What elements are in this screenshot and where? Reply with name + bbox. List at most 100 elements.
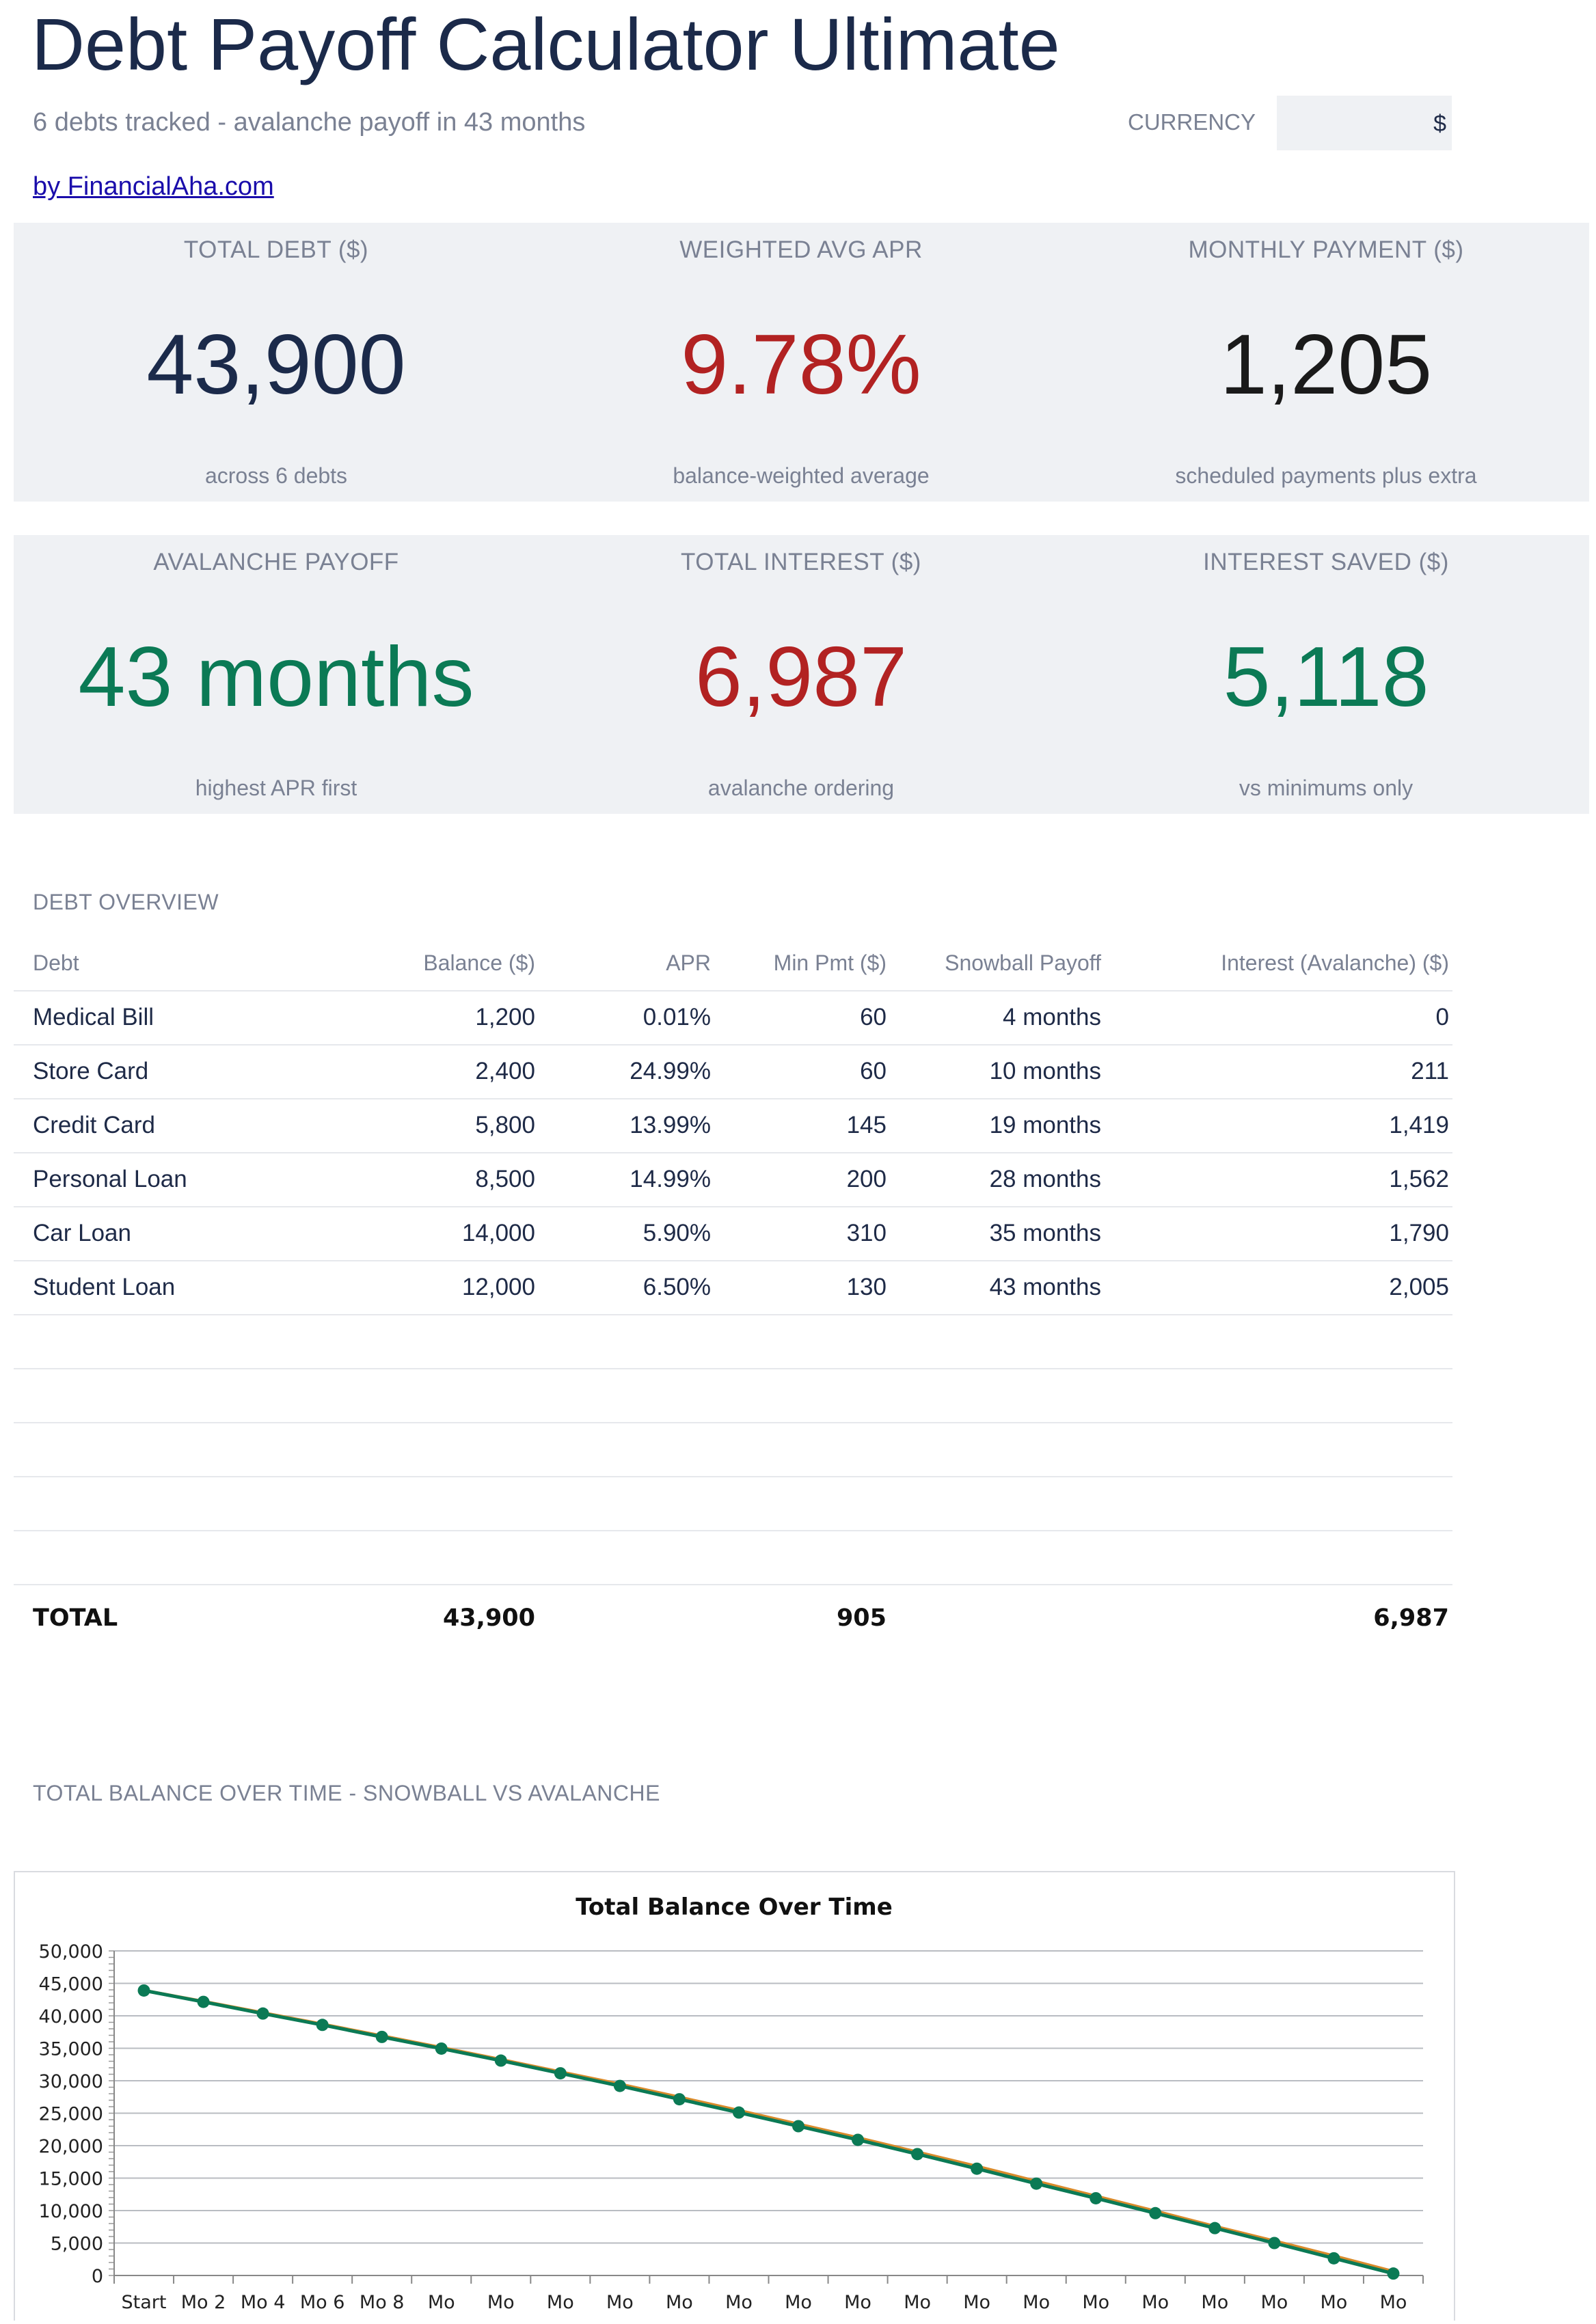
cell-min-pmt: 200 (846, 1166, 887, 1192)
data-point (1149, 2206, 1162, 2219)
column-header-snowball-payoff: Snowball Payoff (945, 951, 1101, 975)
page-subtitle: 6 debts tracked - avalanche payoff in 43… (33, 108, 586, 137)
kpi-caption: avalanche ordering (707, 776, 895, 800)
table-total-row: TOTAL 43,900 905 6,987 (14, 1584, 1452, 1652)
x-tick-label: Mo (844, 2292, 871, 2313)
empty-row (14, 1422, 1452, 1477)
chart-section-heading: TOTAL BALANCE OVER TIME - SNOWBALL VS AV… (33, 1781, 660, 1805)
x-tick-label: Mo (1141, 2292, 1169, 2313)
kpi-value: 1,205 (1219, 318, 1433, 412)
data-point (792, 2120, 805, 2133)
total-label: TOTAL (33, 1604, 118, 1632)
data-point (852, 2133, 865, 2146)
cell-debt: Student Loan (33, 1274, 176, 1300)
data-point (256, 2007, 269, 2020)
kpi-label: MONTHLY PAYMENT ($) (1188, 236, 1464, 263)
x-tick-label: Mo (1082, 2292, 1109, 2313)
data-point (197, 1995, 210, 2008)
x-tick-label: Mo (428, 2292, 455, 2313)
cell-snowball-payoff: 35 months (989, 1220, 1101, 1246)
table-row: Student Loan 12,000 6.50% 130 43 months … (14, 1260, 1452, 1315)
x-tick-label: Mo 2 (181, 2292, 226, 2313)
kpi-label: TOTAL DEBT ($) (183, 236, 369, 263)
cell-debt: Credit Card (33, 1112, 155, 1138)
x-tick-label: Mo (1260, 2292, 1288, 2313)
table-row: Personal Loan 8,500 14.99% 200 28 months… (14, 1152, 1452, 1207)
y-tick-label: 30,000 (39, 2071, 103, 2092)
kpi-total-debt: TOTAL DEBT ($) 43,900 across 6 debts (14, 223, 539, 502)
x-tick-label: Mo 4 (241, 2292, 286, 2313)
cell-apr: 6.50% (643, 1274, 711, 1300)
currency-input[interactable]: $ (1277, 96, 1452, 150)
y-tick-label: 0 (92, 2266, 103, 2287)
x-tick-label: Mo (963, 2292, 990, 2313)
series-line (144, 1988, 1394, 2273)
cell-apr: 24.99% (630, 1058, 711, 1084)
y-tick-label: 40,000 (39, 2006, 103, 2027)
cell-debt: Medical Bill (33, 1004, 154, 1030)
column-header-min-pmt: Min Pmt ($) (773, 951, 887, 975)
cell-interest: 1,419 (1389, 1112, 1449, 1138)
series-line (144, 1988, 1394, 2275)
table-row: Credit Card 5,800 13.99% 145 19 months 1… (14, 1098, 1452, 1153)
kpi-label: TOTAL INTEREST ($) (681, 549, 921, 575)
y-tick-label: 25,000 (39, 2104, 103, 2125)
x-tick-label: Mo (606, 2292, 634, 2313)
cell-snowball-payoff: 19 months (989, 1112, 1101, 1138)
table-header-row: Debt Balance ($) APR Min Pmt ($) Snowbal… (14, 936, 1452, 992)
cell-balance: 5,800 (475, 1112, 535, 1138)
cell-snowball-payoff: 28 months (989, 1166, 1101, 1192)
column-header-balance: Balance ($) (423, 951, 535, 975)
y-tick-label: 20,000 (39, 2136, 103, 2157)
column-header-interest: Interest (Avalanche) ($) (1221, 951, 1449, 975)
x-tick-label: Mo (666, 2292, 693, 2313)
balance-chart: Total Balance Over Time 0 5,000 10,000 15,0… (14, 1871, 1455, 2321)
cell-balance: 2,400 (475, 1058, 535, 1084)
cell-debt: Car Loan (33, 1220, 131, 1246)
cell-min-pmt: 145 (846, 1112, 887, 1138)
x-tick-label: Start (122, 2292, 167, 2313)
x-tick-label: Mo 6 (300, 2292, 345, 2313)
kpi-caption: across 6 debts (204, 463, 348, 488)
currency-value: $ (1433, 111, 1446, 137)
data-point (435, 2042, 448, 2055)
chart-gridlines (114, 1950, 1423, 2276)
empty-row (14, 1314, 1452, 1369)
empty-row (14, 1368, 1452, 1423)
y-tick-label: 50,000 (39, 1941, 103, 1963)
cell-interest: 1,562 (1389, 1166, 1449, 1192)
data-point (1208, 2222, 1221, 2234)
x-tick-label: Mo (904, 2292, 931, 2313)
cell-debt: Store Card (33, 1058, 149, 1084)
x-tick-label: Mo 8 (360, 2292, 405, 2313)
debt-overview-heading: DEBT OVERVIEW (33, 890, 219, 914)
x-tick-label: Mo (547, 2292, 574, 2313)
data-point (375, 2030, 388, 2043)
cell-apr: 5.90% (643, 1220, 711, 1246)
table-row: Car Loan 14,000 5.90% 310 35 months 1,79… (14, 1206, 1452, 1261)
y-tick-label: 15,000 (39, 2169, 103, 2190)
total-min-pmt: 905 (836, 1604, 887, 1632)
table-row: Store Card 2,400 24.99% 60 10 months 211 (14, 1044, 1452, 1099)
cell-min-pmt: 310 (846, 1220, 887, 1246)
chart-series (137, 1984, 1400, 2280)
cell-min-pmt: 130 (846, 1274, 887, 1300)
x-tick-label: Mo (785, 2292, 812, 2313)
column-header-debt: Debt (33, 951, 79, 975)
byline-link[interactable]: by FinancialAha.com (33, 172, 274, 201)
kpi-label: INTEREST SAVED ($) (1203, 549, 1449, 575)
kpi-value: 43,900 (146, 318, 406, 412)
cell-apr: 0.01% (643, 1004, 711, 1030)
data-point (911, 2148, 924, 2161)
cell-interest: 1,790 (1389, 1220, 1449, 1246)
data-point (494, 2054, 507, 2067)
y-tick-label: 10,000 (39, 2201, 103, 2222)
kpi-avalanche-payoff: AVALANCHE PAYOFF 43 months highest APR f… (14, 535, 539, 814)
data-point (1090, 2191, 1103, 2204)
data-point (673, 2093, 686, 2106)
cell-apr: 13.99% (630, 1112, 711, 1138)
kpi-weighted-apr: WEIGHTED AVG APR 9.78% balance-weighted … (539, 223, 1064, 502)
cell-balance: 12,000 (461, 1274, 535, 1300)
cell-interest: 2,005 (1389, 1274, 1449, 1300)
cell-balance: 1,200 (475, 1004, 535, 1030)
